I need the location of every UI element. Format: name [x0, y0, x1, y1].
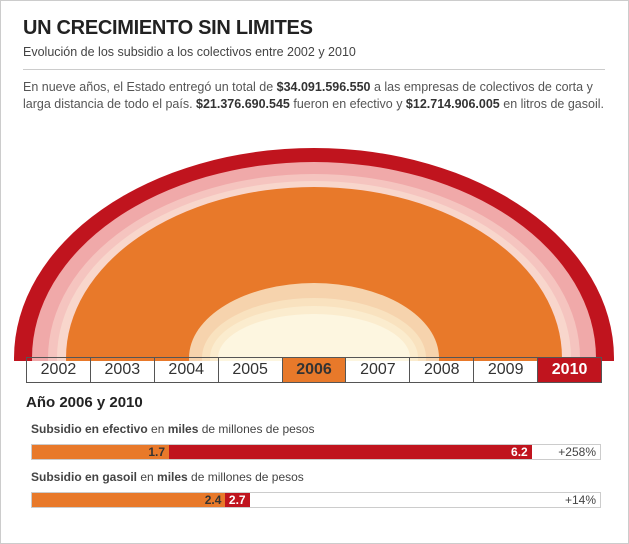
year-cell: 2005 — [219, 358, 283, 382]
bar-track: 6.2 1.7 +258% — [31, 444, 601, 460]
year-cell: 2004 — [155, 358, 219, 382]
year-cell: 2002 — [27, 358, 91, 382]
separator — [23, 69, 605, 70]
label-part: de millones de pesos — [187, 470, 304, 484]
value-label: 2.7 — [228, 493, 246, 507]
text: a las empresas de colectivos de corta y — [370, 80, 593, 94]
amount: $21.376.690.545 — [196, 97, 290, 111]
value-label: 6.2 — [511, 445, 528, 459]
change-label: +14% — [564, 493, 596, 507]
text: en litros de gasoil. — [499, 97, 604, 111]
change-label: +258% — [558, 445, 596, 459]
year-cell: 2003 — [91, 358, 155, 382]
amount: $34.091.596.550 — [276, 80, 371, 94]
value-label: 1.7 — [148, 445, 166, 459]
year-cell: 2006 — [282, 358, 347, 382]
row-label: Subsidio en efectivo en miles de millone… — [31, 422, 314, 436]
label-part: de millones de pesos — [198, 422, 315, 436]
intro-line: larga distancia de todo el país. $21.376… — [23, 97, 604, 111]
year-cell: 2010 — [538, 358, 602, 382]
label-part: Subsidio en gasoil — [31, 470, 138, 484]
bar-2006: 2.4 — [32, 493, 226, 507]
arch-2002 — [218, 314, 410, 361]
text: En nueve años, el Estado entregó un tota… — [23, 80, 277, 94]
row-label: Subsidio en gasoil en miles de millones … — [31, 470, 304, 484]
arches — [14, 148, 614, 361]
text: larga distancia de todo el país. — [23, 97, 197, 111]
subtitle: Evolución de los subsidio a los colectiv… — [23, 45, 356, 59]
bar-track: 2.7 2.4 +14% — [31, 492, 601, 508]
label-part: en — [137, 470, 158, 484]
year-cell: 2007 — [346, 358, 411, 382]
label-part: Subsidio en efectivo — [31, 422, 148, 436]
title: UN CRECIMIENTO SIN LIMITES — [23, 17, 313, 39]
year-cell: 2009 — [474, 358, 539, 382]
text: fueron en efectivo y — [289, 97, 406, 111]
label-part: miles — [167, 422, 199, 436]
value-label: 2.4 — [204, 493, 222, 507]
bar-2006: 1.7 — [32, 445, 170, 459]
arch-2006 — [66, 187, 562, 361]
year-cell: 2008 — [410, 358, 475, 382]
intro-line: En nueve años, el Estado entregó un tota… — [23, 80, 593, 94]
label-part: en — [147, 422, 168, 436]
amount: $12.714.906.005 — [405, 97, 500, 111]
year-bar: 2002 2003 2004 2005 2006 2007 2008 2009 2010 — [26, 357, 602, 383]
label-part: miles — [157, 470, 188, 484]
comparison-title: Año 2006 y 2010 — [26, 394, 143, 411]
